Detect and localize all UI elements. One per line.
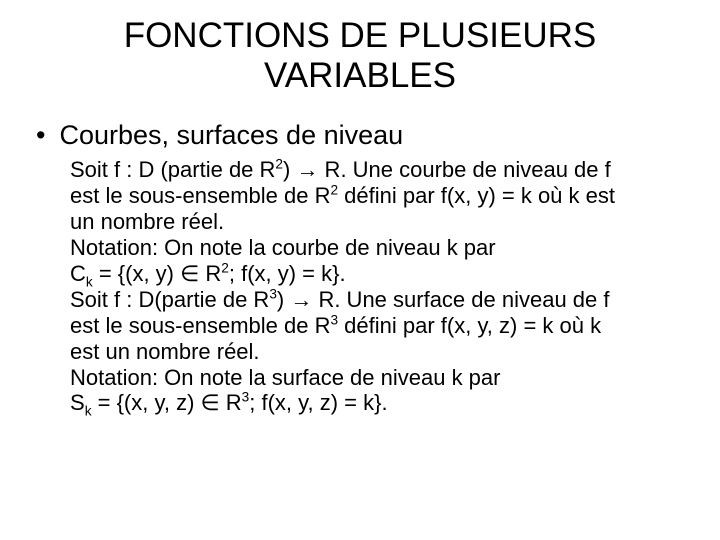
slide: FONCTIONS DE PLUSIEURS VARIABLES • Courb… (0, 0, 720, 540)
l7b: défini par f(x, y, z) = k où k (338, 313, 601, 338)
bullet-dot-icon: • (36, 119, 45, 151)
l7a: est le sous-ensemble de R (70, 313, 330, 338)
slide-title: FONCTIONS DE PLUSIEURS VARIABLES (30, 16, 690, 97)
l5a: C (70, 261, 86, 286)
sup3b: 3 (330, 312, 338, 327)
body-line-8: est un nombre réel. (70, 339, 680, 365)
sup2b: 2 (330, 183, 338, 198)
body-line-4: Notation: On note la courbe de niveau k … (70, 235, 680, 261)
title-line-1: FONCTIONS DE PLUSIEURS (124, 16, 597, 55)
l2a: est le sous-ensemble de R (70, 183, 330, 208)
l2b: défini par f(x, y) = k où k est (338, 183, 615, 208)
l1b: ) → R. Une courbe de niveau de f (283, 157, 611, 182)
l10a: S (70, 390, 85, 415)
body-line-6: Soit f : D(partie de R3) → R. Une surfac… (70, 287, 680, 313)
body-line-10: Sk = {(x, y, z) ∈ R3; f(x, y, z) = k}. (70, 390, 680, 416)
l10b: = {(x, y, z) ∈ R (92, 390, 242, 415)
body-line-7: est le sous-ensemble de R3 défini par f(… (70, 313, 680, 339)
l10c: ; f(x, y, z) = k}. (249, 390, 387, 415)
sup2c: 2 (221, 260, 229, 275)
l5c: ; f(x, y) = k}. (229, 261, 346, 286)
l5b: = {(x, y) ∈ R (93, 261, 222, 286)
body-text: Soit f : D (partie de R2) → R. Une courb… (30, 157, 690, 417)
sup3: 3 (269, 286, 277, 301)
bullet-row: • Courbes, surfaces de niveau (30, 119, 690, 151)
l1a: Soit f : D (partie de R (70, 157, 275, 182)
subkb: k (85, 404, 92, 419)
body-line-2: est le sous-ensemble de R2 défini par f(… (70, 183, 680, 209)
bullet-text: Courbes, surfaces de niveau (59, 119, 403, 151)
body-line-9: Notation: On note la surface de niveau k… (70, 365, 680, 391)
l6a: Soit f : D(partie de R (70, 287, 269, 312)
l6b: ) → R. Une surface de niveau de f (277, 287, 610, 312)
title-line-2: VARIABLES (264, 56, 456, 95)
body-line-1: Soit f : D (partie de R2) → R. Une courb… (70, 157, 680, 183)
body-line-5: Ck = {(x, y) ∈ R2; f(x, y) = k}. (70, 261, 680, 287)
sup2: 2 (275, 157, 283, 172)
body-line-3: un nombre réel. (70, 209, 680, 235)
